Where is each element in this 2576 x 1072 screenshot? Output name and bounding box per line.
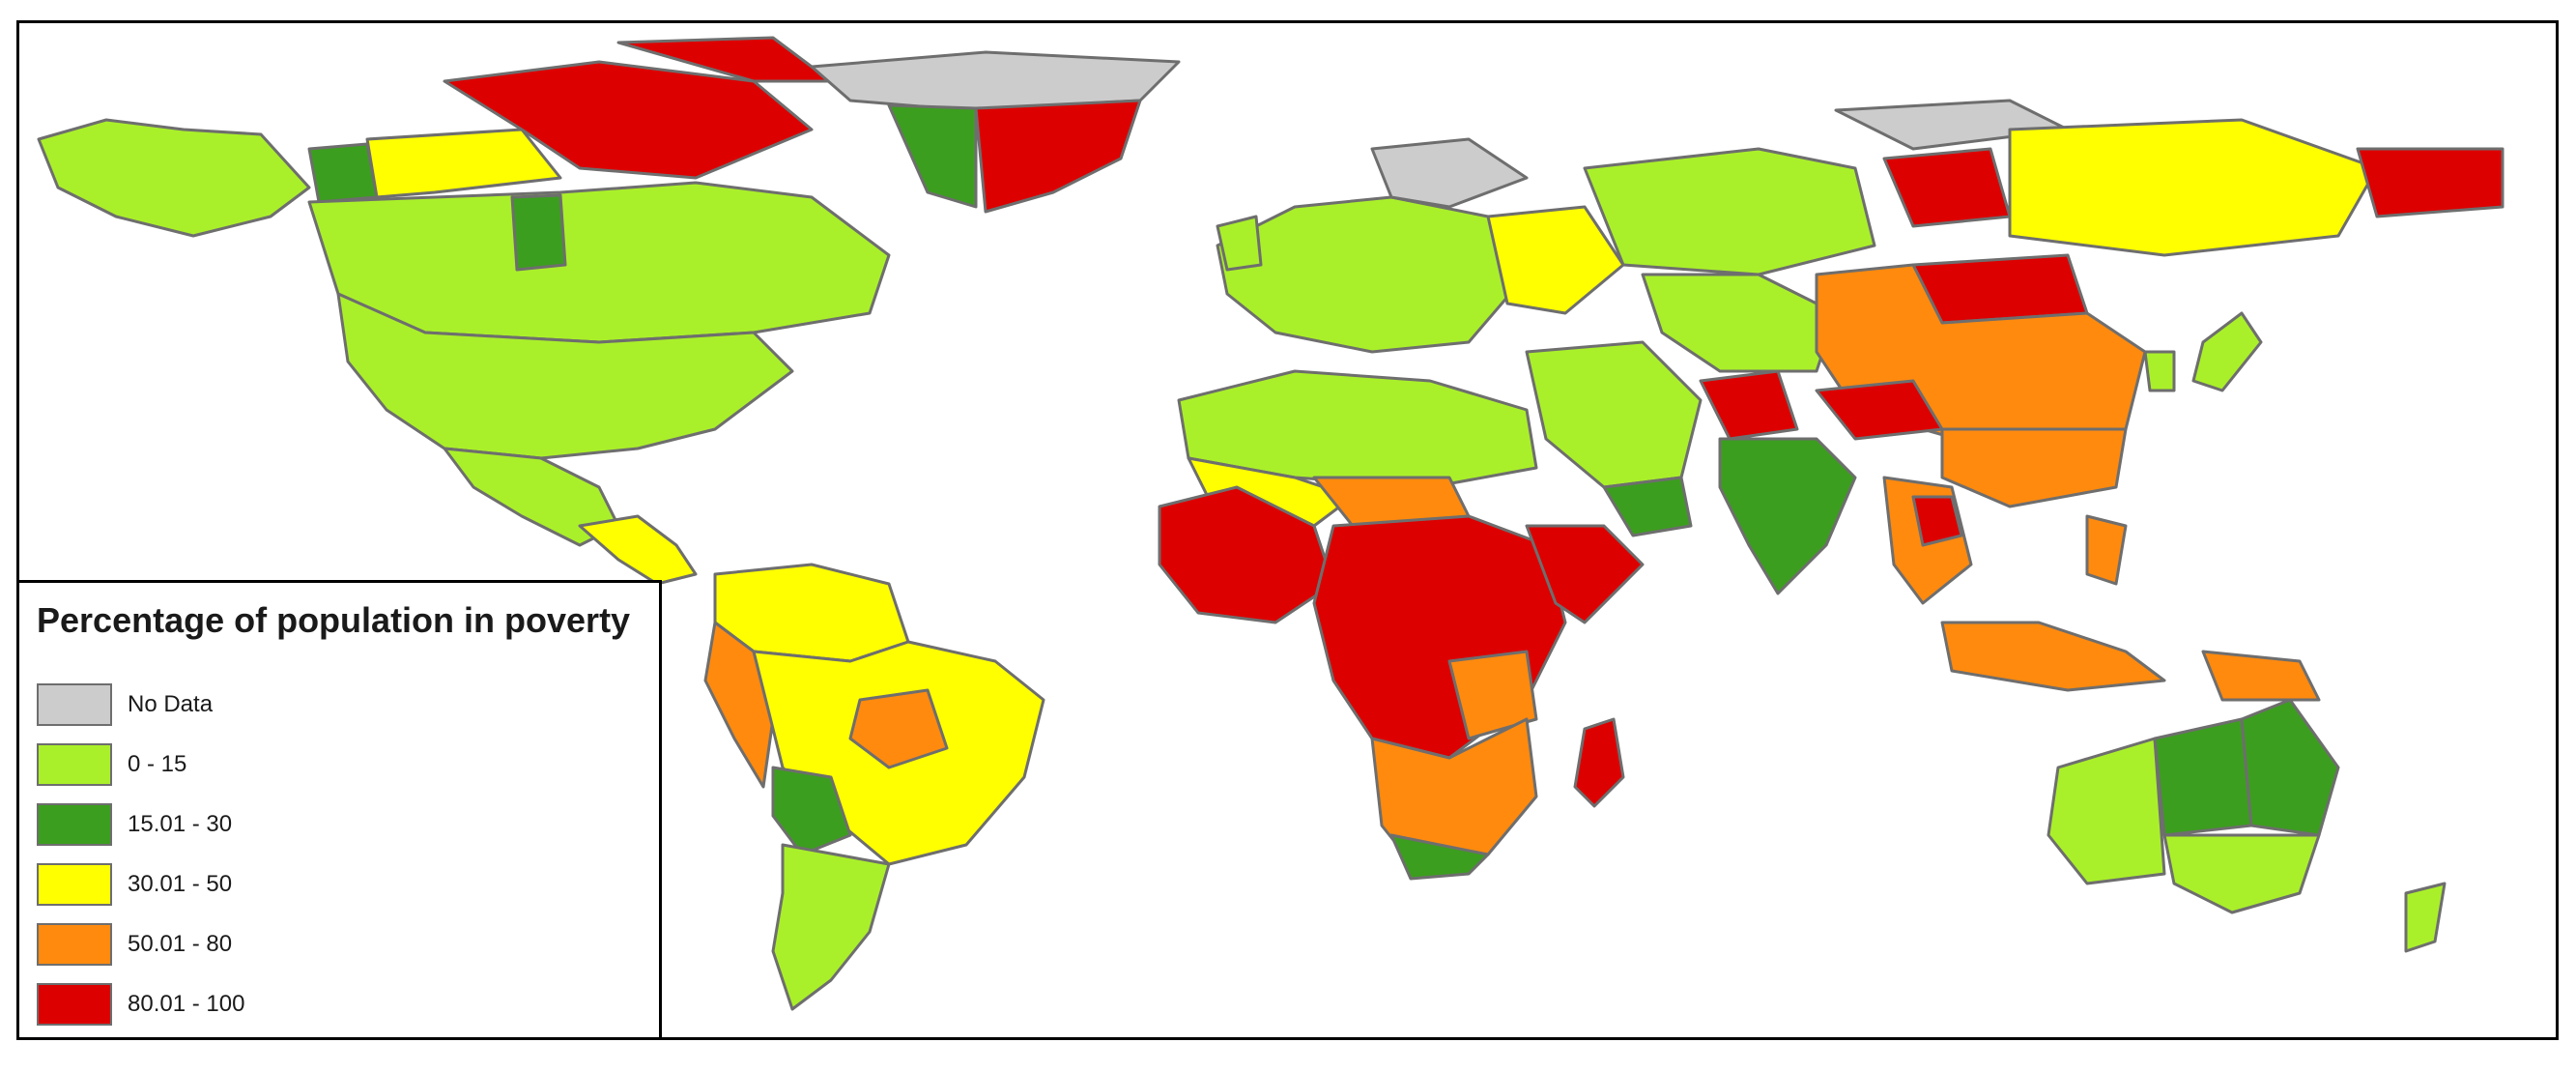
region-south-africa[interactable] [1389, 833, 1490, 881]
region-south-cone[interactable] [771, 843, 891, 1011]
region-greenland-west[interactable] [887, 103, 978, 209]
region-middle-east[interactable] [1525, 340, 1703, 489]
legend-item-50-80: 50.01 - 80 [37, 922, 232, 967]
legend-swatch [37, 743, 112, 786]
region-hudson-area[interactable] [510, 193, 567, 272]
region-russia-central-red[interactable] [1882, 147, 2012, 228]
legend-swatch [37, 683, 112, 726]
region-central-asia[interactable] [1641, 273, 1838, 373]
region-siberia[interactable] [2008, 118, 2379, 257]
region-russia-west[interactable] [1583, 147, 1876, 276]
region-scandinavia[interactable] [1370, 137, 1529, 209]
region-russia-far-east[interactable] [2356, 147, 2504, 218]
region-new-zealand[interactable] [2404, 882, 2447, 953]
region-yukon[interactable] [365, 128, 562, 199]
legend-label: 0 - 15 [128, 751, 187, 777]
map-legend: Percentage of population in poverty No D… [16, 580, 662, 1040]
legend-label: 15.01 - 30 [128, 811, 233, 837]
legend-title: Percentage of population in poverty [37, 600, 631, 640]
legend-swatch [37, 923, 112, 966]
legend-label: 50.01 - 80 [128, 931, 233, 957]
region-philippines[interactable] [2085, 514, 2128, 586]
region-bolivia[interactable] [771, 766, 852, 856]
region-northwest-canada[interactable] [307, 142, 379, 204]
region-korea[interactable] [2143, 350, 2176, 392]
region-australia-south[interactable] [2162, 833, 2321, 914]
legend-label: No Data [128, 691, 214, 717]
region-afghanistan[interactable] [1699, 369, 1799, 441]
legend-swatch [37, 863, 112, 906]
region-greenland-east[interactable] [974, 99, 1142, 214]
world-poverty-map [37, 36, 2504, 1011]
region-mongolia[interactable] [1911, 253, 2089, 325]
region-indonesia[interactable] [1940, 621, 2166, 692]
region-australia-qld[interactable] [2240, 698, 2340, 837]
legend-item-80-100: 80.01 - 100 [37, 982, 244, 1027]
region-west-africa[interactable] [1158, 485, 1335, 624]
region-india[interactable] [1718, 437, 1857, 595]
region-japan[interactable] [2191, 311, 2263, 392]
region-horn-of-africa[interactable] [1525, 524, 1645, 624]
region-arctic-islands[interactable] [443, 60, 814, 180]
region-east-africa-orange[interactable] [1447, 650, 1538, 740]
region-madagascar[interactable] [1573, 717, 1625, 808]
region-australia-nt[interactable] [2153, 717, 2253, 837]
legend-item-30-50: 30.01 - 50 [37, 862, 232, 907]
legend-swatch [37, 803, 112, 846]
legend-item-15-30: 15.01 - 30 [37, 802, 232, 847]
legend-item-0-15: 0 - 15 [37, 742, 186, 787]
region-new-guinea[interactable] [2201, 650, 2321, 702]
legend-swatch [37, 983, 112, 1026]
region-australia-west[interactable] [2046, 737, 2166, 885]
legend-label: 80.01 - 100 [128, 991, 245, 1017]
region-europe-west[interactable] [1216, 195, 1529, 354]
region-china-south[interactable] [1940, 427, 2128, 508]
legend-item-no-data: No Data [37, 682, 213, 727]
region-brazil-center[interactable] [848, 688, 949, 769]
region-eastern-europe[interactable] [1486, 205, 1625, 315]
region-central-america[interactable] [578, 514, 698, 586]
legend-label: 30.01 - 50 [128, 871, 233, 897]
region-southeast-asia-red[interactable] [1911, 495, 1963, 547]
region-uk[interactable] [1216, 215, 1263, 272]
region-alaska[interactable] [37, 118, 311, 238]
region-arabia-yemen[interactable] [1602, 476, 1693, 537]
region-usa[interactable] [336, 292, 794, 460]
region-southern-africa[interactable] [1370, 717, 1538, 876]
